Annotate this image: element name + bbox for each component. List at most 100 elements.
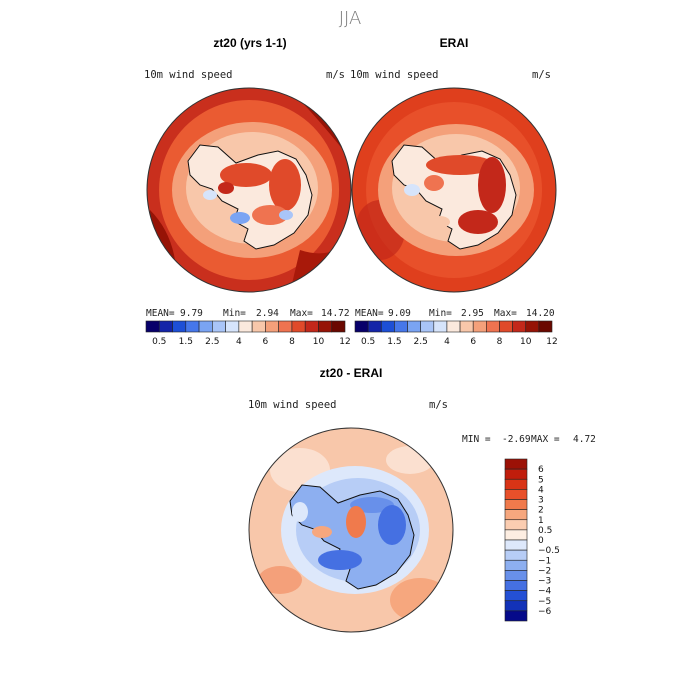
colorbar-swatch [380,320,395,333]
colorbar-swatch [504,458,528,470]
colorbar-swatch [185,320,200,333]
colorbar-swatch [158,320,173,333]
colorbar-swatch [446,320,461,333]
colorbar-tick-label: 4 [538,485,544,495]
colorbar-tick-label: 4 [236,337,242,347]
wind-speed-map [352,88,556,292]
colorbar-swatch [407,320,421,333]
colorbar-swatch [145,320,160,333]
colorbar-swatch [172,320,187,333]
colorbar-tick-label: 6 [263,337,269,347]
colorbar-tick-label: −1 [538,556,551,566]
max-value: 14.20 [526,308,555,319]
colorbar-swatch [472,320,487,333]
colorbar-swatch [278,320,293,333]
colorbar-swatch [504,600,528,612]
colorbar-swatch [504,489,528,500]
colorbar-tick-label: 0.5 [538,526,552,536]
colorbar-swatch [304,320,319,333]
colorbar-swatch [420,320,435,333]
colorbar-swatch [265,320,279,333]
colorbar-swatch [504,610,528,622]
panel-erai: ERAI 10m wind speed m/s MEAN= 9.09 Min= … [350,36,558,347]
stats-line: MIN = -2.69 MAX = 4.72 [462,434,596,445]
colorbar-swatch [525,320,540,333]
colorbar-swatch [504,478,528,490]
colorbar-tick-label: −4 [538,587,552,597]
colorbar-swatch [225,320,240,333]
colorbar-tick-label: 8 [497,337,503,347]
min-value: 2.95 [461,308,484,319]
colorbar-tick-label: 6 [538,465,544,475]
max-value: 14.72 [321,308,350,319]
colorbar-swatch [504,509,528,521]
colorbar-swatch [504,529,528,541]
colorbar-swatch [504,549,528,561]
min-value: -2.69 [502,434,531,445]
colorbar-tick-label: 1 [538,516,544,526]
colorbar-tick-label: 0.5 [152,337,166,347]
colorbar-tick-label: 0 [538,536,544,546]
colorbar-tick-label: 0.5 [361,337,375,347]
units-label: m/s [326,69,345,81]
colorbar-tick-label: −2 [538,566,551,576]
stats-line: MEAN= 9.79 Min= 2.94 Max= 14.72 [146,308,350,319]
mean-value: 9.09 [388,308,411,319]
wind-speed-map [147,88,351,292]
colorbar-tick-label: 3 [538,496,544,506]
colorbar-tick-label: −3 [538,577,551,587]
season-title: JJA [339,8,362,29]
colorbar-swatch [433,320,448,333]
max-label: MAX = [531,434,560,445]
colorbar-swatch [504,519,528,531]
max-label: Max= [290,308,313,319]
colorbar-tick-label: 2.5 [205,337,219,347]
colorbar-swatch [459,320,474,333]
colorbar-tick-label: 1.5 [387,337,401,347]
colorbar-tick-label: 6 [470,337,476,347]
max-label: Max= [494,308,517,319]
panel-title: ERAI [440,36,469,50]
colorbar-tick-label: 2 [538,506,544,516]
units-label: m/s [429,399,448,411]
colorbar-swatch [504,590,528,602]
colorbar-swatch [394,320,408,333]
mean-label: MEAN= [355,308,384,319]
colorbar: 0.5 1.5 2.5 4 6 8 10 12 [354,320,558,347]
colorbar-tick-label: 12 [546,337,557,347]
min-value: 2.94 [256,308,279,319]
colorbar-tick-label: −6 [538,607,552,617]
colorbar-swatch [367,320,382,333]
panel-difference: zt20 - ERAI 10m wind speed m/s MIN = -2.… [248,366,596,633]
stats-line: MEAN= 9.09 Min= 2.95 Max= 14.20 [355,308,555,319]
panel-title: zt20 (yrs 1-1) [213,36,286,50]
variable-label: 10m wind speed [248,399,337,411]
colorbar-swatch [198,320,213,333]
units-label: m/s [532,69,551,81]
colorbar-tick-label: 2.5 [414,337,428,347]
variable-label: 10m wind speed [144,69,233,81]
mean-label: MEAN= [146,308,175,319]
colorbar-tick-label: −0.5 [538,546,560,556]
colorbar-tick-label: −5 [538,597,551,607]
colorbar-tick-label: 1.5 [179,337,193,347]
colorbar-swatch [504,580,528,591]
panel-zt20: zt20 (yrs 1-1) 10m wind speed m/s ME [144,36,352,347]
colorbar-swatch [486,320,500,333]
colorbar-swatch [331,320,346,333]
colorbar-swatch [504,468,528,480]
colorbar-swatch [318,320,333,333]
max-value: 4.72 [573,434,596,445]
panel-title: zt20 - ERAI [320,366,383,380]
colorbar-tick-label: 12 [339,337,350,347]
colorbar-swatch [238,320,253,333]
variable-label: 10m wind speed [350,69,439,81]
colorbar-swatch [538,320,553,333]
min-label: Min= [223,308,246,319]
colorbar-swatch [291,320,306,333]
colorbar-swatch [504,539,528,551]
colorbar-tick-label: 4 [444,337,450,347]
colorbar-swatch [354,320,369,333]
